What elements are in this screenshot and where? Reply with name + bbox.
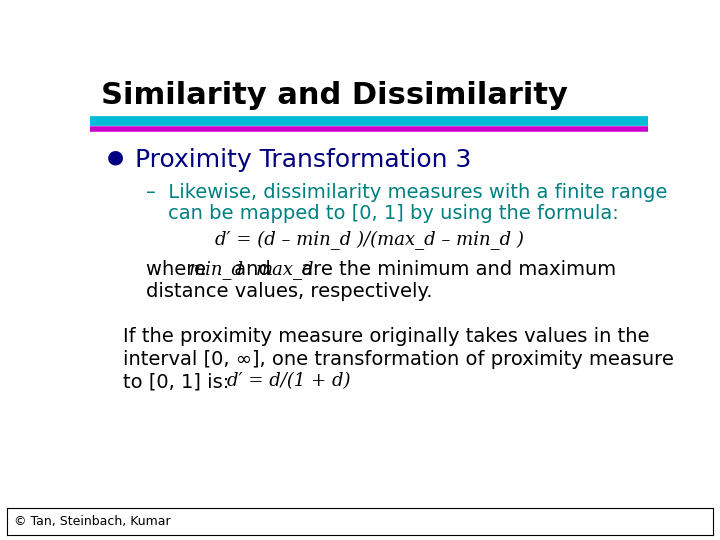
Text: Similarity and Dissimilarity: Similarity and Dissimilarity [101,82,568,111]
Text: interval [0, ∞], one transformation of proximity measure: interval [0, ∞], one transformation of p… [124,349,675,369]
Text: to [0, 1] is:: to [0, 1] is: [124,373,236,392]
Text: © Tan, Steinbach, Kumar: © Tan, Steinbach, Kumar [14,515,171,528]
Text: can be mapped to [0, 1] by using the formula:: can be mapped to [0, 1] by using the for… [168,204,619,223]
Text: min_d: min_d [189,260,244,279]
Text: distance values, respectively.: distance values, respectively. [145,282,432,301]
Text: and: and [228,260,276,279]
Text: d′ = d/(1 + d): d′ = d/(1 + d) [227,373,350,390]
Text: –  Likewise, dissimilarity measures with a finite range: – Likewise, dissimilarity measures with … [145,183,667,202]
Text: If the proximity measure originally takes values in the: If the proximity measure originally take… [124,327,650,346]
Text: where: where [145,260,212,279]
Text: max_d: max_d [256,260,314,279]
Text: Proximity Transformation 3: Proximity Transformation 3 [135,148,471,172]
Text: ●: ● [107,148,124,167]
Text: d′ = (d – min_d )/(max_d – min_d ): d′ = (d – min_d )/(max_d – min_d ) [215,231,523,251]
Text: are the minimum and maximum: are the minimum and maximum [295,260,616,279]
